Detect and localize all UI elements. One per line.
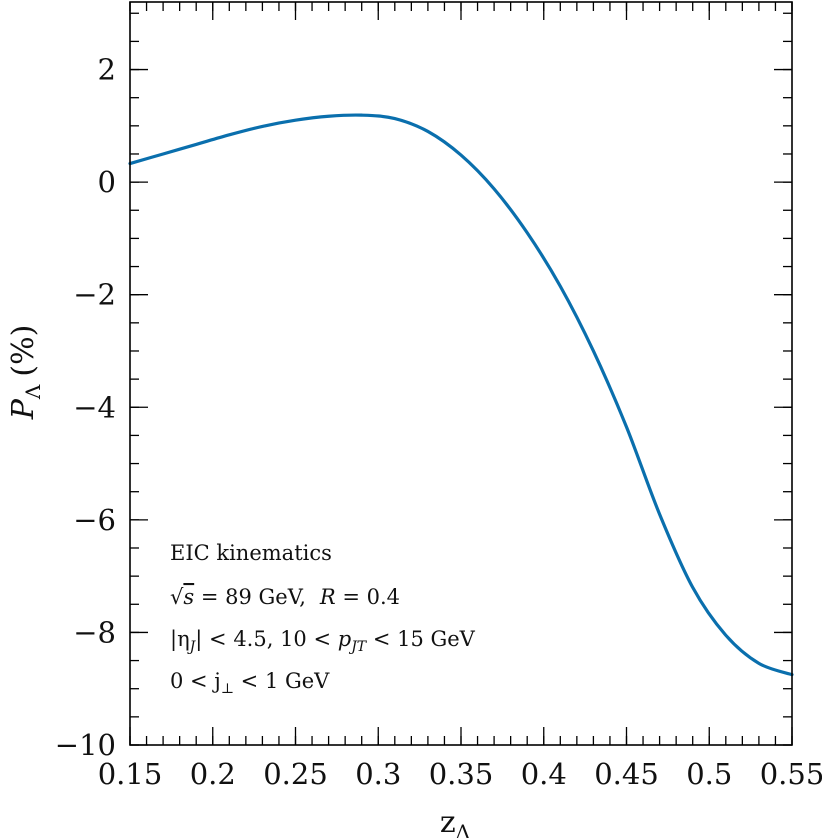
x-tick-label: 0.25: [263, 757, 328, 791]
y-tick-label: 2: [98, 53, 116, 87]
series-line: [128, 113, 794, 677]
y-tick-label: −4: [73, 390, 116, 424]
y-ticks: 2 0 −2 −4 −6 −8 −10: [55, 12, 792, 762]
y-tick-label: 0: [98, 165, 116, 199]
x-tick-label: 0.15: [98, 757, 163, 791]
x-tick-label: 0.3: [355, 757, 401, 791]
y-tick-label: −6: [73, 503, 116, 537]
x-tick-label: 0.55: [760, 757, 822, 791]
y-tick-label: −10: [55, 728, 116, 762]
x-tick-label: 0.2: [190, 757, 236, 791]
annotation-line-4: 0 < j⊥ < 1 GeV: [170, 669, 330, 697]
annotation-line-2: √s = 89 GeV, R = 0.4: [170, 585, 400, 609]
x-axis-title: zΛ: [440, 805, 471, 838]
x-tick-label: 0.45: [594, 757, 659, 791]
y-axis-title: PΛ(%): [6, 325, 45, 421]
x-tick-label: 0.4: [521, 757, 567, 791]
annotation-line-3: |ηJ| < 4.5, 10 < pJT < 15 GeV: [170, 627, 476, 655]
annotation-line-1: EIC kinematics: [170, 541, 332, 565]
x-tick-label: 0.5: [686, 757, 732, 791]
y-tick-label: −2: [73, 278, 116, 312]
annotation-box: EIC kinematics √s = 89 GeV, R = 0.4 |ηJ| …: [170, 541, 476, 697]
x-tick-label: 0.35: [429, 757, 494, 791]
y-tick-label: −8: [73, 615, 116, 649]
plot-frame: [129, 1, 793, 746]
